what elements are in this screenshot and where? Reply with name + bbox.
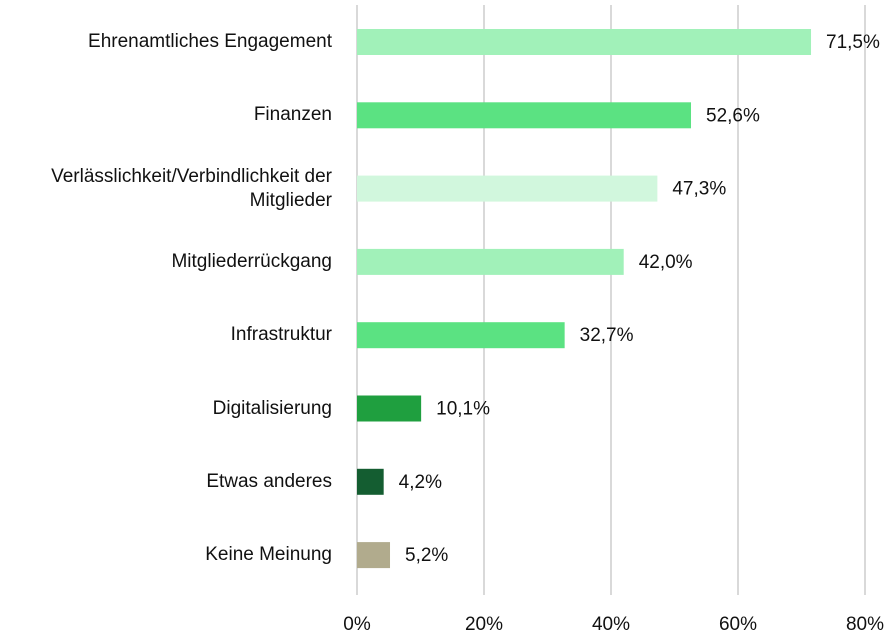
category-label: Ehrenamtliches Engagement — [88, 31, 332, 52]
value-label: 32,7% — [580, 325, 634, 346]
x-tick-label: 80% — [846, 614, 884, 635]
bar — [357, 395, 422, 422]
bar — [357, 248, 624, 275]
category-label: Digitalisierung — [212, 397, 332, 419]
bar — [357, 542, 391, 569]
x-tick-label: 60% — [719, 614, 757, 635]
x-tick-label: 20% — [465, 614, 503, 635]
value-label: 47,3% — [672, 179, 726, 200]
category-label: Verlässlichkeit/Verbindlichkeit der Mitg… — [51, 165, 332, 211]
category-label: Infrastruktur — [230, 324, 332, 346]
value-label: 10,1% — [436, 399, 490, 420]
category-label: Etwas anderes — [206, 470, 332, 492]
bar — [357, 102, 692, 129]
bar — [357, 29, 812, 55]
value-label: 4,2% — [399, 472, 442, 493]
bar — [357, 468, 384, 495]
x-tick-label: 0% — [343, 614, 371, 635]
category-label: Finanzen — [253, 104, 332, 126]
category-label: Mitgliederrückgang — [171, 250, 332, 272]
value-label: 71,5% — [826, 32, 880, 53]
value-label: 5,2% — [405, 545, 448, 566]
x-tick-label: 40% — [592, 614, 630, 635]
category-label: Keine Meinung — [205, 544, 332, 566]
value-label: 52,6% — [706, 105, 760, 126]
value-label: 42,0% — [639, 252, 693, 273]
bar — [357, 322, 565, 349]
bar — [357, 175, 658, 202]
